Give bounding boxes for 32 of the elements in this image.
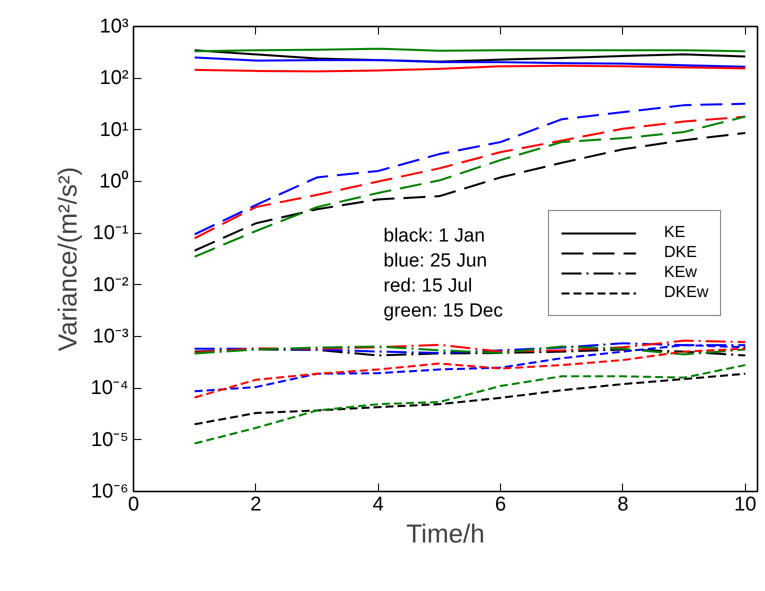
x-tick-label: 10: [734, 494, 756, 516]
annotation: blue: 25 Jun: [384, 250, 488, 272]
line-series: [194, 346, 746, 356]
y-tick-label: 10⁻⁴: [90, 377, 129, 400]
y-tick-label: 10⁻³: [92, 326, 129, 348]
legend-label: KE: [664, 224, 686, 242]
line-series: [194, 372, 746, 426]
x-tick-label: 6: [494, 494, 506, 516]
x-tick-label: 8: [617, 494, 628, 516]
line-series: [194, 49, 746, 63]
annotation: red: 15 Jul: [384, 276, 472, 296]
legend-label: DKEw: [664, 284, 708, 302]
y-tick-label: 10⁰: [99, 170, 129, 192]
x-tick-label: 4: [372, 494, 384, 516]
x-tick-label: 0: [128, 494, 140, 516]
x-tick-label: 2: [250, 494, 262, 516]
y-tick-label: 10¹: [100, 118, 129, 141]
y-tick-label: 10⁻⁶: [91, 480, 129, 502]
y-tick-label: 10⁻⁵: [90, 428, 129, 451]
x-axis-title: Time/h: [406, 518, 485, 548]
y-axis-title: Variance/(m²/s²): [52, 166, 83, 352]
y-tick-label: 10⁻²: [92, 274, 129, 296]
y-tick-label: 10⁻¹: [92, 222, 129, 244]
y-tick-label: 10²: [100, 67, 129, 90]
legend-label: DKE: [664, 244, 697, 262]
annotation: green: 15 Dec: [384, 300, 503, 322]
line-series: [194, 348, 746, 398]
line-series: [194, 56, 746, 68]
annotation: black: 1 Jan: [384, 226, 485, 246]
line-series: [194, 364, 746, 444]
legend-label: KEw: [664, 264, 697, 282]
y-tick-label: 10³: [100, 16, 129, 38]
